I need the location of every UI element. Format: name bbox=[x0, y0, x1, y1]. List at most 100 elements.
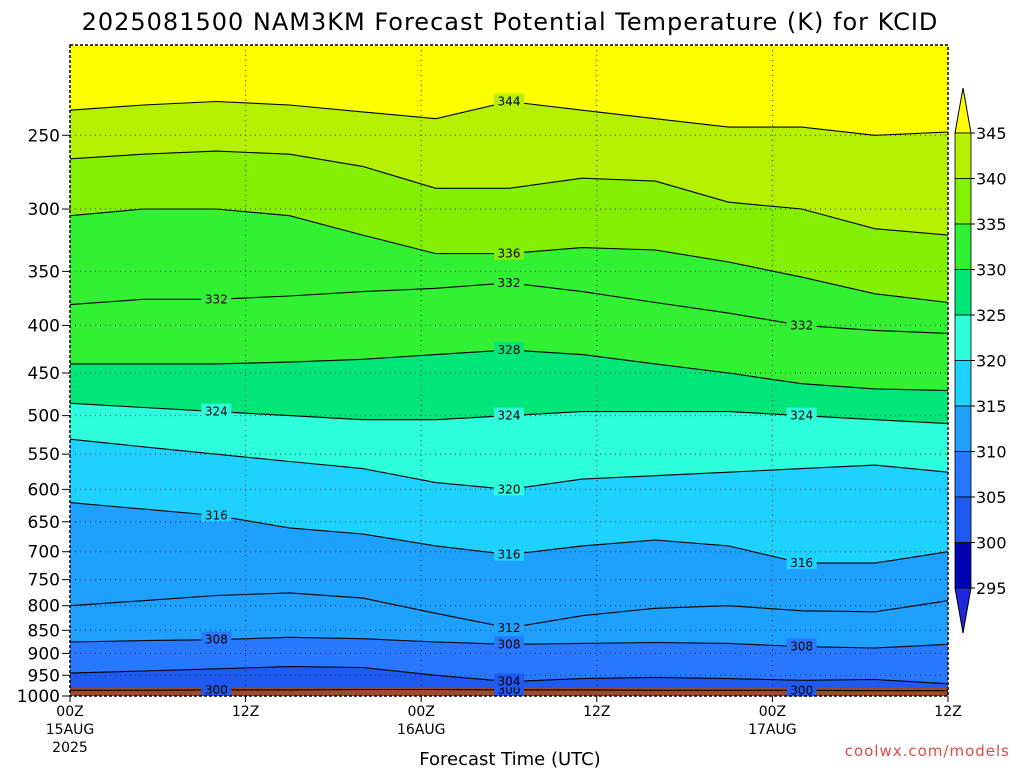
contour-label-bg bbox=[786, 638, 817, 653]
colorbar-box bbox=[954, 542, 972, 589]
y-tick-label: 600 bbox=[28, 480, 60, 500]
contour-label-bg bbox=[786, 407, 817, 422]
colorbar-box bbox=[954, 132, 972, 179]
contour-label-bg bbox=[201, 631, 232, 646]
y-tick-label: 450 bbox=[28, 364, 60, 384]
x-tick-label: 17AUG bbox=[748, 722, 797, 738]
contour-label-bg bbox=[201, 681, 232, 696]
y-tick-label: 950 bbox=[28, 666, 60, 686]
contour-label: 308 bbox=[205, 633, 228, 647]
contour-label: 328 bbox=[498, 343, 521, 357]
y-tick-label: 750 bbox=[28, 571, 60, 591]
colorbar-box bbox=[954, 314, 972, 361]
temperature-fill-layer bbox=[70, 45, 948, 691]
y-tick-label: 700 bbox=[28, 543, 60, 563]
contour-label-bg bbox=[494, 636, 524, 651]
contour-label: 332 bbox=[205, 292, 228, 306]
contour-label-bg bbox=[494, 93, 524, 108]
colorbar-box bbox=[954, 496, 972, 543]
contour-label: 316 bbox=[790, 556, 813, 570]
x-axis-ticks: 00Z 15AUG 2025 12Z 00Z 16AUG 12Z 00Z 17AUG 12Z bbox=[46, 696, 962, 756]
x-tick-label: 2025 bbox=[52, 740, 88, 756]
contour-label-bg bbox=[494, 619, 524, 634]
x-tick-label: 15AUG bbox=[46, 722, 95, 738]
fill-band bbox=[70, 349, 948, 424]
chart-title: 2025081500 NAM3KM Forecast Potential Tem… bbox=[82, 8, 939, 36]
contour-label: 324 bbox=[205, 405, 228, 419]
x-tick-label: 00Z bbox=[407, 704, 434, 720]
colorbar: 345 340 335 330 325 320 315 310 305 300 295 bbox=[954, 87, 1007, 634]
colorbar-label: 335 bbox=[976, 215, 1007, 234]
fill-band bbox=[70, 45, 948, 136]
colorbar-arrow-bottom bbox=[954, 587, 972, 634]
colorbar-label: 315 bbox=[976, 397, 1007, 416]
y-tick-label: 400 bbox=[28, 316, 60, 336]
fill-band bbox=[70, 209, 948, 334]
plot-frame bbox=[69, 44, 949, 697]
contour-label-bg bbox=[201, 403, 232, 418]
contour-label: 308 bbox=[790, 640, 813, 654]
y-axis-ticks: 250 300 350 400 450 500 550 600 650 700 750 800 850 9… bbox=[17, 126, 70, 707]
colorbar-box bbox=[954, 223, 972, 270]
contour-label-bg bbox=[201, 507, 232, 522]
contour-label: 316 bbox=[205, 508, 228, 522]
isentrope-340 bbox=[69, 150, 949, 236]
x-tick-label: 12Z bbox=[934, 704, 961, 720]
contour-label: 344 bbox=[498, 95, 521, 109]
colorbar-box bbox=[954, 360, 972, 407]
contour-label: 312 bbox=[498, 621, 521, 635]
contour-label-bg bbox=[494, 546, 524, 561]
x-tick-label: 16AUG bbox=[397, 722, 446, 738]
x-tick-label: 12Z bbox=[583, 704, 610, 720]
colorbar-box bbox=[954, 178, 972, 225]
y-tick-label: 300 bbox=[28, 200, 60, 220]
colorbar-label: 300 bbox=[976, 534, 1007, 553]
x-tick-label: 12Z bbox=[232, 704, 259, 720]
contour-label-bg bbox=[786, 555, 817, 570]
colorbar-box bbox=[954, 451, 972, 498]
y-tick-label: 800 bbox=[28, 597, 60, 617]
x-tick-label: 00Z bbox=[759, 704, 786, 720]
y-tick-label: 250 bbox=[28, 126, 60, 146]
contour-label: 324 bbox=[790, 409, 813, 423]
x-tick-label: 00Z bbox=[56, 704, 83, 720]
fill-band bbox=[70, 403, 948, 490]
colorbar-label: 325 bbox=[976, 306, 1007, 325]
contour-label-bg bbox=[494, 341, 524, 356]
fill-band bbox=[70, 151, 948, 303]
contour-label-bg bbox=[786, 317, 817, 332]
fill-band bbox=[70, 666, 948, 691]
colorbar-label: 305 bbox=[976, 488, 1007, 507]
x-axis-label: Forecast Time (UTC) bbox=[419, 749, 600, 768]
colorbar-label: 320 bbox=[976, 352, 1007, 371]
colorbar-box bbox=[954, 405, 972, 452]
contour-label-bg bbox=[494, 274, 524, 289]
contour-label-bg bbox=[786, 682, 817, 697]
fill-band bbox=[70, 439, 948, 564]
colorbar-label: 345 bbox=[976, 124, 1007, 143]
contour-label-bg bbox=[494, 407, 524, 422]
contour-label: 336 bbox=[498, 247, 521, 261]
fill-band bbox=[70, 282, 948, 391]
y-tick-label: 850 bbox=[28, 621, 60, 641]
contour-label-bg bbox=[494, 245, 524, 260]
y-tick-label: 350 bbox=[28, 262, 60, 282]
contour-label: 324 bbox=[498, 409, 521, 423]
grid-lines bbox=[70, 45, 948, 688]
colorbar-label: 340 bbox=[976, 170, 1007, 189]
contour-label: 316 bbox=[498, 548, 521, 562]
contour-label-bg bbox=[494, 673, 524, 688]
fill-band bbox=[70, 592, 948, 648]
contour-label: 308 bbox=[498, 637, 521, 651]
fill-band bbox=[70, 637, 948, 684]
contour-label: 300 bbox=[790, 683, 813, 697]
y-tick-label: 900 bbox=[28, 644, 60, 664]
contour-label: 304 bbox=[498, 675, 521, 689]
y-tick-label: 550 bbox=[28, 445, 60, 465]
y-tick-label: 1000 bbox=[17, 687, 60, 707]
fill-band bbox=[70, 502, 948, 628]
colorbar-label: 330 bbox=[976, 261, 1007, 280]
colorbar-arrow-top bbox=[954, 87, 972, 134]
